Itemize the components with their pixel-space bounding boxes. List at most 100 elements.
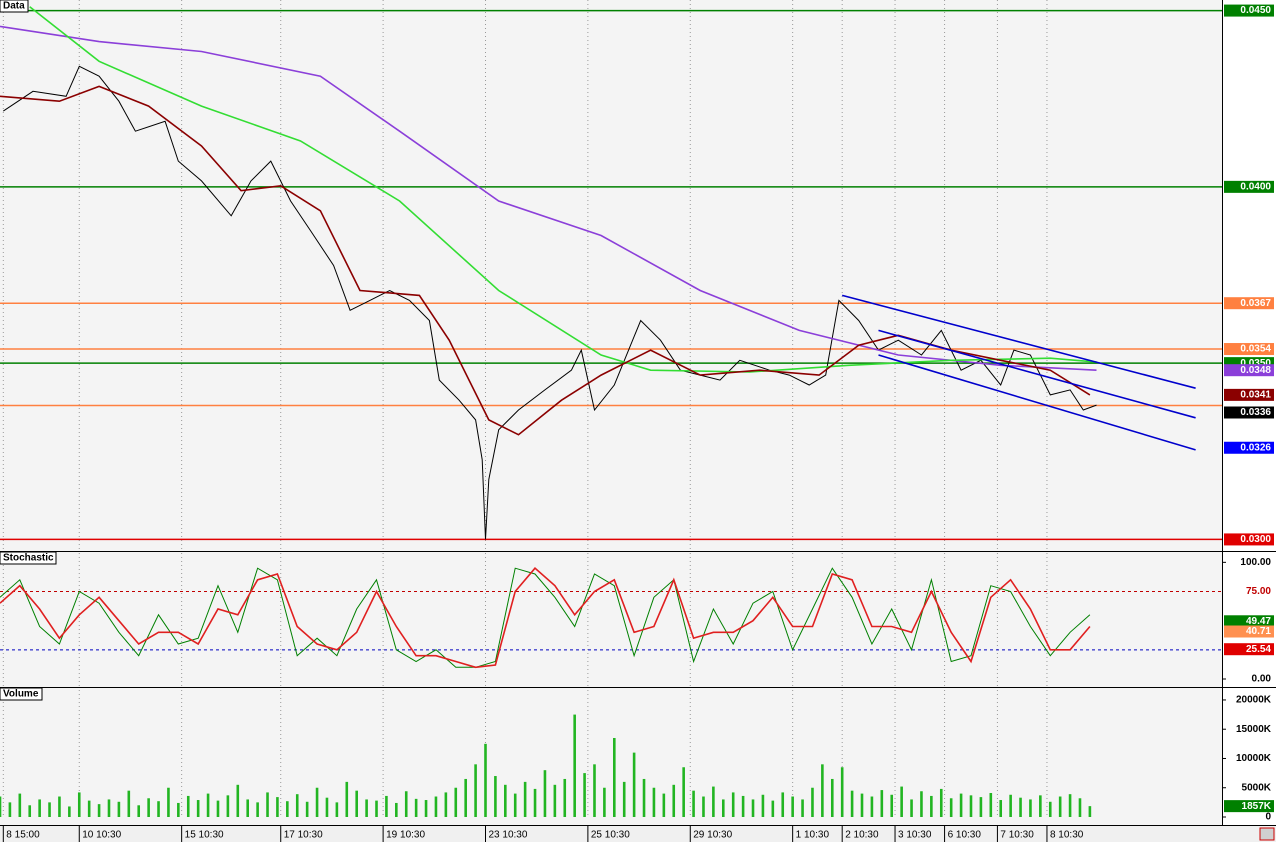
volume-bar (811, 787, 814, 817)
volume-bar (345, 781, 349, 817)
value-marker-label: 1857K (1242, 801, 1272, 812)
x-tick-label: 8 15:00 (6, 830, 40, 841)
value-marker-box (1224, 388, 1274, 401)
volume-bar (295, 794, 299, 817)
volume-bar (365, 799, 368, 817)
volume-bar (622, 781, 626, 817)
volume-bar (979, 797, 983, 817)
volume-bar (167, 787, 170, 817)
volume-bar (999, 800, 1003, 817)
volume-bar (850, 790, 854, 817)
y-tick-label: 15000K (1236, 724, 1272, 735)
volume-bar (385, 795, 388, 817)
volume-bar (1029, 799, 1032, 817)
value-marker-label: 0.0341 (1240, 390, 1271, 401)
volume-bar (731, 792, 735, 817)
volume-bar (702, 796, 705, 817)
x-tick-label: 23 10:30 (488, 830, 527, 841)
volume-bar (553, 784, 557, 817)
volume-bar (642, 778, 646, 817)
volume-bar (266, 792, 269, 817)
time-axis-bg (0, 826, 1276, 842)
volume-bar (97, 804, 101, 817)
volume-bar (583, 773, 586, 817)
volume-bar (741, 795, 745, 817)
volume-bar (395, 802, 398, 817)
volume-bar (1048, 801, 1052, 817)
level-label-box (1224, 297, 1274, 310)
volume-bar (870, 796, 874, 817)
volume-bar (1078, 798, 1082, 817)
volume-bar (305, 801, 309, 817)
volume-bar (662, 793, 666, 817)
level-label: 0.0450 (1240, 5, 1271, 16)
volume-bar (68, 806, 71, 817)
y-tick-label: 10000K (1236, 753, 1272, 764)
volume-bar (949, 798, 953, 817)
value-marker-box (1224, 364, 1274, 377)
volume-bar (464, 778, 467, 817)
panel-title: Volume (3, 689, 39, 700)
volume-bar (543, 770, 547, 817)
volume-bar (87, 800, 91, 817)
volume-bar (484, 743, 487, 817)
volume-bar (137, 805, 141, 817)
y-tick-label: 0.00 (1252, 674, 1272, 685)
volume-bar (840, 767, 844, 817)
volume-bar (821, 764, 824, 817)
x-tick-label: 25 10:30 (591, 830, 630, 841)
value-marker-box (1224, 441, 1274, 454)
volume-bar (1039, 795, 1042, 817)
volume-bar (920, 791, 923, 817)
volume-bar (276, 797, 279, 817)
volume-bar (890, 794, 894, 817)
volume-bar (613, 737, 616, 817)
volume-bar (444, 792, 448, 817)
series-line (3, 65, 1097, 540)
value-marker-label: 25.54 (1246, 644, 1271, 655)
volume-bar (573, 714, 576, 817)
value-marker-label: 0.0326 (1240, 442, 1271, 453)
x-tick-label: 7 10:30 (1000, 830, 1034, 841)
volume-bar (196, 800, 200, 817)
value-marker-box (1224, 643, 1274, 656)
y-tick-label: 100.00 (1240, 557, 1271, 568)
volume-bar (593, 764, 596, 817)
x-tick-label: 1 10:30 (796, 830, 830, 841)
panel-title-box (0, 687, 43, 701)
volume-bar (355, 790, 358, 817)
series-line (29, 6, 1097, 373)
volume-bar (751, 799, 755, 817)
x-tick-label: 29 10:30 (693, 830, 732, 841)
panel-title-box (0, 551, 57, 565)
volume-bar (791, 796, 794, 817)
volume-bar (58, 796, 61, 817)
panel-title: Data (3, 1, 25, 12)
level-label-box (1224, 533, 1274, 546)
scroll-button[interactable] (1259, 827, 1275, 841)
volume-bar (533, 788, 537, 817)
volume-bar (335, 802, 339, 817)
level-label: 0.0354 (1240, 344, 1271, 355)
volume-bar (969, 795, 973, 817)
x-tick-label: 15 10:30 (185, 830, 224, 841)
volume-bar (38, 799, 41, 817)
volume-bar (603, 787, 606, 817)
x-tick-label: 8 10:30 (1050, 830, 1084, 841)
volume-bar (504, 784, 507, 817)
volume-bar (216, 800, 220, 817)
x-tick-label: 3 10:30 (898, 830, 932, 841)
volume-bar (712, 786, 715, 817)
volume-bar (801, 799, 804, 817)
level-label-box (1224, 4, 1274, 17)
volume-bar (186, 795, 190, 817)
volume-bar (226, 795, 230, 817)
volume-bar (414, 798, 418, 817)
value-marker-label: 0.0336 (1240, 407, 1271, 418)
volume-bar (721, 799, 725, 817)
level-label: 0.0400 (1240, 181, 1271, 192)
volume-bar (474, 764, 477, 817)
volume-bar (632, 752, 636, 817)
volume-bar (404, 791, 408, 817)
